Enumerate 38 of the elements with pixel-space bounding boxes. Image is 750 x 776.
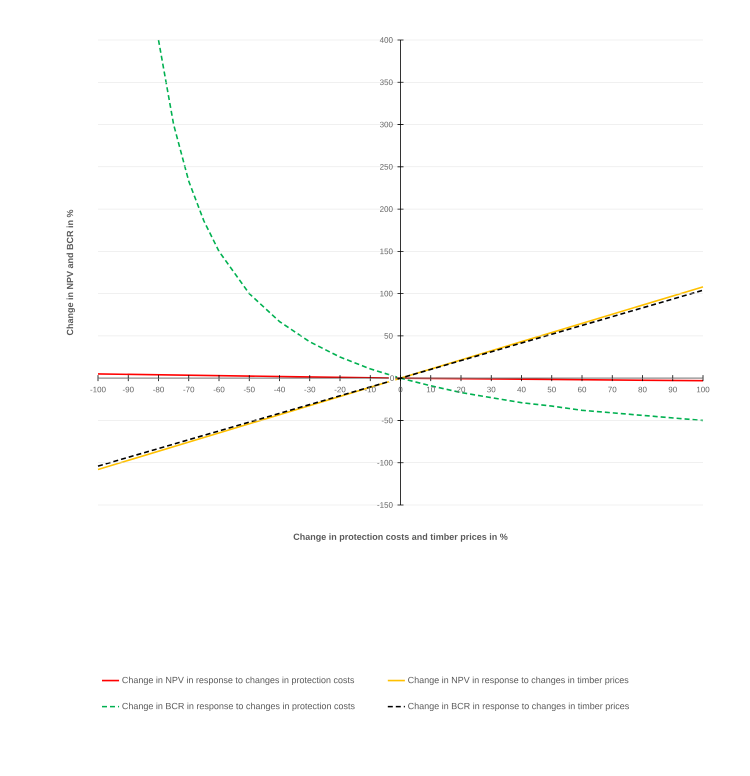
x-axis-title: Change in protection costs and timber prices in % bbox=[294, 533, 508, 542]
x-tick-label: -30 bbox=[304, 386, 316, 392]
y-tick-label: 100 bbox=[380, 290, 393, 296]
x-tick-label: 60 bbox=[578, 386, 586, 392]
y-tick-label: 150 bbox=[380, 248, 393, 254]
x-tick-label: 50 bbox=[548, 386, 556, 392]
y-tick-label: 200 bbox=[380, 206, 393, 212]
x-tick-label: 40 bbox=[517, 386, 526, 392]
x-tick-label: 100 bbox=[696, 386, 710, 392]
x-tick-label: -100 bbox=[90, 386, 106, 392]
y-tick-label: 50 bbox=[384, 333, 393, 339]
y-tick-label: 350 bbox=[380, 79, 393, 86]
y-tick-label: -50 bbox=[382, 418, 393, 424]
x-tick-label: 70 bbox=[608, 386, 616, 392]
legend-label: Change in BCR in response to changes in timber prices bbox=[408, 702, 629, 712]
legend-label: Change in BCR in response to changes in protection costs bbox=[122, 702, 355, 712]
x-tick-label: 30 bbox=[487, 386, 496, 392]
x-tick-label: -80 bbox=[153, 386, 164, 392]
x-tick-label: 10 bbox=[426, 386, 435, 392]
x-tick-label: 20 bbox=[456, 386, 466, 392]
x-tick-label: -20 bbox=[334, 386, 346, 392]
legend-label: Change in NPV in response to changes in protection costs bbox=[122, 676, 354, 685]
x-tick-label: 80 bbox=[638, 386, 647, 392]
x-tick-label: -50 bbox=[244, 386, 255, 392]
y-tick-label: -150 bbox=[377, 502, 393, 508]
x-tick-label: -90 bbox=[122, 386, 134, 392]
y-tick-label: -100 bbox=[377, 460, 393, 466]
legend-label: Change in NPV in response to changes in timber prices bbox=[408, 676, 628, 685]
y-tick-label: 0 bbox=[390, 375, 394, 382]
x-tick-label: -10 bbox=[364, 386, 376, 392]
y-tick-label: 400 bbox=[380, 37, 393, 43]
x-tick-label: -70 bbox=[183, 386, 194, 392]
y-tick-label: 250 bbox=[380, 164, 393, 170]
x-tick-label: 90 bbox=[668, 386, 677, 392]
x-tick-label: -60 bbox=[214, 386, 224, 392]
y-tick-label: 300 bbox=[380, 122, 393, 128]
x-tick-label: -40 bbox=[274, 386, 285, 392]
y-axis-title: Change in NPV and BCR in % bbox=[66, 210, 75, 336]
